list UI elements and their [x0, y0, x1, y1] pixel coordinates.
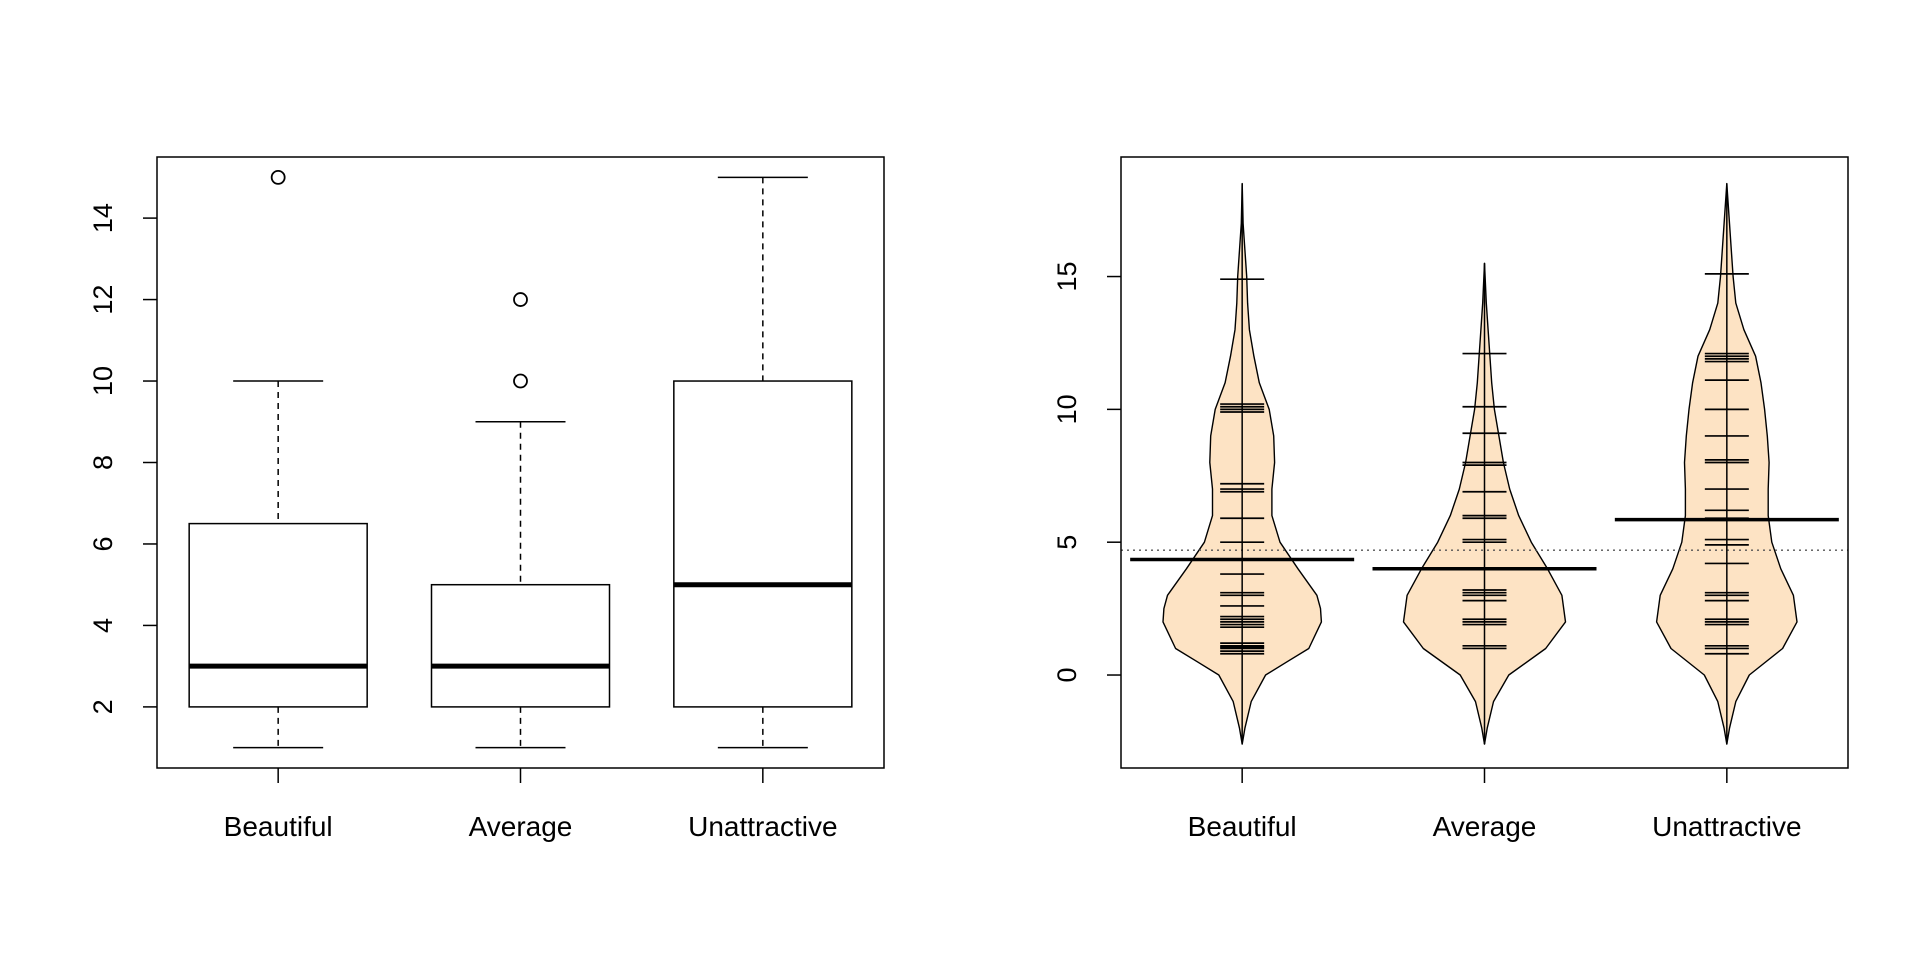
- y-tick-label: 10: [88, 366, 118, 396]
- outlier-point: [270, 169, 286, 185]
- x-tick-label: Average: [1433, 811, 1537, 842]
- x-tick-label: Average: [469, 811, 573, 842]
- x-tick-label: Beautiful: [224, 811, 333, 842]
- y-tick-label: 12: [88, 285, 118, 315]
- y-tick-label: 4: [88, 618, 118, 633]
- y-tick-label: 0: [1052, 668, 1082, 683]
- y-tick-label: 8: [88, 455, 118, 470]
- y-tick-label: 5: [1052, 535, 1082, 550]
- y-tick-label: 15: [1052, 262, 1082, 292]
- x-tick-label: Unattractive: [1652, 811, 1801, 842]
- y-tick-label: 14: [88, 203, 118, 233]
- x-tick-label: Beautiful: [1188, 811, 1297, 842]
- y-tick-label: 2: [88, 699, 118, 714]
- outlier-point: [513, 373, 528, 389]
- y-tick-label: 6: [88, 536, 118, 551]
- outlier-point: [513, 292, 528, 307]
- box: [673, 380, 853, 708]
- plot-frame: [156, 156, 885, 769]
- x-tick-label: Unattractive: [688, 811, 837, 842]
- y-tick-label: 10: [1052, 394, 1082, 424]
- box: [430, 583, 611, 708]
- box: [188, 522, 368, 708]
- pirateplot-panel: 0 5 10 15 Beautiful Average Unattractive: [1052, 156, 1849, 842]
- boxplot-panel: 2 4 6 8 10 12 14 Beautiful Average Unattractive: [88, 156, 885, 842]
